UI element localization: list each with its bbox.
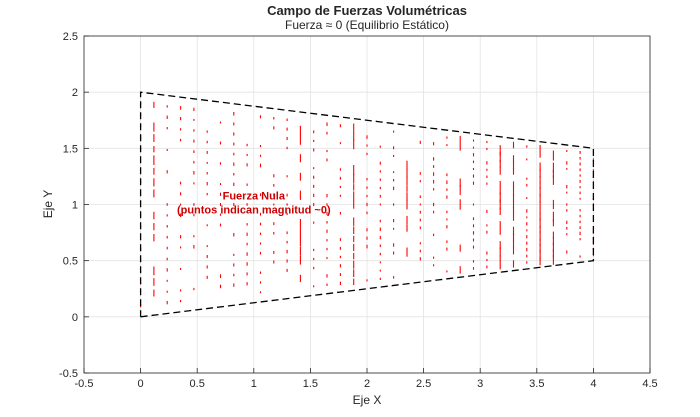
y-tick-label: 1 [72,200,78,212]
chart-title: Campo de Fuerzas Volumétricas [267,3,467,18]
x-tick-label: 4.5 [642,378,657,390]
x-tick-label: 1 [251,378,257,390]
annotation-line-2: (puntos indican magnitud ~0) [177,205,331,217]
x-axis-label: Eje X [353,393,382,407]
y-axis-ticks: -0.5 0 0.5 1 1.5 2 2.5 [59,31,89,380]
x-axis-ticks: -0.5 0 0.5 1 1.5 2 2.5 3 3.5 4 4.5 [75,368,658,390]
y-tick-label: 1.5 [63,143,78,155]
x-tick-label: 0.5 [190,378,205,390]
x-tick-label: 3 [477,378,483,390]
y-axis-label: Eje Y [41,190,55,218]
y-tick-label: 0 [72,312,78,324]
chart-subtitle: Fuerza ≈ 0 (Equilibrio Estático) [285,18,449,32]
x-tick-label: 4 [590,378,596,390]
y-tick-label: 2.5 [63,31,78,43]
x-tick-label: 2.5 [416,378,431,390]
x-tick-label: -0.5 [75,378,94,390]
x-tick-label: 0 [138,378,144,390]
x-tick-label: 1.5 [303,378,318,390]
x-tick-label: 2 [364,378,370,390]
y-tick-label: 0.5 [63,256,78,268]
y-tick-label: -0.5 [59,368,78,380]
x-tick-label: 3.5 [529,378,544,390]
y-tick-label: 2 [72,87,78,99]
annotation-line-1: Fuerza Nula [223,191,286,203]
